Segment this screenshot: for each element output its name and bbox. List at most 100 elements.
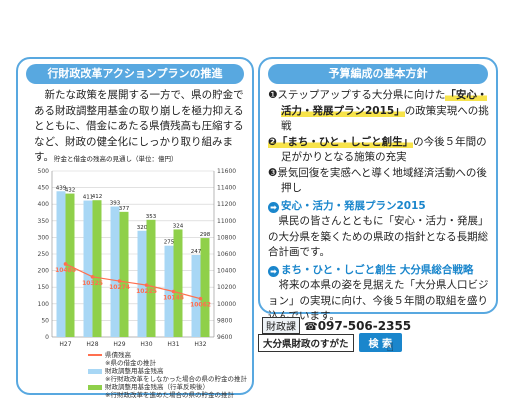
legend-debt-note: ※県の借金の推計	[105, 359, 156, 367]
fund-reform-bar	[65, 193, 75, 337]
debt-line	[65, 263, 201, 300]
left-tick-label: 0	[45, 334, 49, 341]
left-tick-label: 100	[38, 301, 50, 308]
fund-reform-bar-label: 298	[200, 232, 211, 238]
balance-chart: 貯金と借金の残高の見通し（単位：億円） 0 9600 50 9800 100 10000 15…	[18, 151, 252, 355]
left-tick-label: 500	[38, 168, 50, 175]
debt-point	[198, 296, 203, 301]
legend-fund-swatch	[88, 368, 102, 374]
right-tick-label: 10200	[217, 284, 236, 291]
search-button[interactable]: 検 索 ☝	[358, 333, 402, 354]
policy-item-1-post: の政策実現への挑戦	[281, 104, 489, 133]
debt-point-label: 10274	[109, 284, 130, 291]
legend-debt-swatch	[88, 354, 102, 356]
fund-reform-bar	[173, 229, 183, 337]
right-tick-label: 11200	[217, 201, 236, 208]
debt-point-label: 10148	[163, 295, 184, 302]
debt-point-label: 10225	[136, 288, 157, 295]
phone-number: 097-506-2355	[317, 319, 412, 333]
strategy-text: 将来の本県の姿を見据えた「大分県人口ビジョン」の実現に向け、今後５年間の取組を盛…	[268, 279, 489, 322]
balance-chart-svg: 貯金と借金の残高の見通し（単位：億円） 0 9600 50 9800 100 10000 15…	[38, 154, 237, 348]
debt-point	[90, 275, 95, 279]
fund-bar	[164, 245, 174, 337]
fund-bar	[56, 191, 66, 337]
right-tick-label: 10600	[217, 251, 236, 258]
fund-bar-label: 439	[56, 185, 67, 191]
right-tick-label: 10800	[217, 234, 236, 241]
fund-bar	[110, 206, 120, 337]
legend-fund: 財政調整用基金残高 ※行財政改革をしなかった場合の県の貯金の推計	[88, 367, 247, 383]
fund-reform-bar	[119, 211, 129, 337]
legend-fund-label: 財政調整用基金残高	[105, 367, 164, 375]
fiscal-reform-panel: 行財政改革アクションプランの推進 新たな政策を展開する一方で、県の貯金である財政…	[16, 57, 254, 399]
debt-point-label: 10480	[55, 267, 76, 274]
plan-2015-heading-text: 安心・活力・発展プラン2015	[281, 199, 426, 212]
plan-2015-text: 県民の皆さんとともに「安心・活力・発展」の大分県を築くための県政の指針となる長期…	[268, 215, 489, 258]
policy-item-1-pre: ❶ステップアップする大分県に向けた	[268, 89, 446, 101]
right-tick-label: 11000	[217, 218, 236, 225]
fund-bar-label: 275	[164, 240, 175, 246]
search-button-label: 検 索	[368, 339, 392, 350]
fund-bar-label: 411	[83, 195, 94, 201]
category-label: H28	[86, 341, 98, 348]
fund-bar-label: 320	[137, 225, 148, 231]
fund-reform-bar-label: 353	[146, 214, 157, 220]
debt-point	[171, 289, 176, 294]
legend-fund-reform-label: 財政調整用基金残高（行革反映後）	[105, 383, 209, 391]
category-label: H27	[59, 341, 71, 348]
budget-policy-panel: 予算編成の基本方針 ❶ステップアップする大分県に向けた「安心・活力・発展プラン2…	[258, 57, 498, 322]
legend-debt: 県債残高 ※県の借金の推計	[88, 351, 156, 367]
legend-debt-label: 県債残高	[105, 351, 131, 359]
debt-point-label: 10062	[190, 302, 211, 309]
contact-info: 財政課 ☎097-506-2355	[262, 317, 411, 334]
debt-point	[144, 283, 149, 287]
left-tick-label: 150	[38, 284, 50, 291]
fund-reform-bar	[92, 200, 102, 337]
right-tick-label: 10000	[217, 301, 236, 308]
right-tick-label: 11400	[217, 185, 236, 192]
arrow-right-icon: ➡	[268, 201, 279, 213]
budget-policy-content: ❶ステップアップする大分県に向けた「安心・活力・発展プラン2015」の政策実現へ…	[268, 88, 494, 325]
legend-fund-reform-note: ※行財政改革を進めた場合の県の貯金の推計	[105, 391, 234, 399]
category-label: H30	[140, 341, 152, 348]
chart-title: 貯金と借金の残高の見通し（単位：億円）	[54, 154, 178, 163]
category-label: H29	[113, 341, 125, 348]
right-tick-label: 9600	[217, 334, 232, 341]
fund-reform-bar-label: 324	[173, 223, 184, 229]
fund-reform-bar-label: 432	[65, 188, 76, 194]
left-tick-label: 200	[38, 268, 50, 275]
left-tick-label: 450	[38, 185, 50, 192]
fund-reform-bar	[146, 219, 156, 337]
category-label: H32	[194, 341, 206, 348]
legend-fund-reform: 財政調整用基金残高（行革反映後） ※行財政改革を進めた場合の県の貯金の推計	[88, 383, 234, 399]
search-row: 大分県財政のすがた検 索 ☝	[258, 333, 402, 354]
right-tick-label: 10400	[217, 268, 236, 275]
strategy-heading-text: まち・ひと・しごと創生 大分県総合戦略	[281, 263, 474, 276]
debt-point-label: 10325	[82, 280, 103, 287]
right-tick-label: 9800	[217, 317, 232, 324]
budget-policy-title: 予算編成の基本方針	[268, 64, 488, 84]
policy-item-2-highlight: ❷「まち・ひと・しごと創生」	[268, 135, 414, 148]
left-tick-label: 250	[38, 251, 50, 258]
fund-reform-bar-label: 412	[92, 194, 103, 200]
policy-item-2-post: の今後５年間の足がかりとなる施策の充実	[281, 135, 487, 164]
site-name-box: 大分県財政のすがた	[258, 334, 354, 352]
category-label: H31	[167, 341, 179, 348]
fiscal-reform-intro: 新たな政策を展開する一方で、県の貯金である財政調整用基金の取り崩しを極力抑えると…	[34, 89, 244, 163]
department-label: 財政課	[262, 317, 300, 334]
legend-fund-reform-swatch	[88, 384, 102, 390]
policy-item-1: ❶ステップアップする大分県に向けた「安心・活力・発展プラン2015」の政策実現へ…	[268, 88, 494, 135]
arrow-right-icon: ➡	[268, 265, 279, 277]
left-tick-label: 300	[38, 234, 50, 241]
right-tick-label: 11600	[217, 168, 236, 175]
plan-2015-heading: ➡ 安心・活力・発展プラン2015	[268, 199, 494, 215]
left-tick-label: 50	[41, 317, 49, 324]
left-tick-label: 400	[38, 201, 50, 208]
fund-bar	[191, 254, 201, 337]
fund-bar-label: 393	[110, 201, 121, 207]
policy-item-2: ❷「まち・ひと・しごと創生」の今後５年間の足がかりとなる施策の充実	[268, 135, 494, 166]
legend-fund-note: ※行財政改革をしなかった場合の県の貯金の推計	[105, 375, 247, 383]
policy-item-3: ❸景気回復を実感へと導く地域経済活動への後押し	[268, 166, 487, 195]
fund-reform-bar-label: 377	[119, 206, 130, 212]
debt-point	[63, 262, 68, 266]
